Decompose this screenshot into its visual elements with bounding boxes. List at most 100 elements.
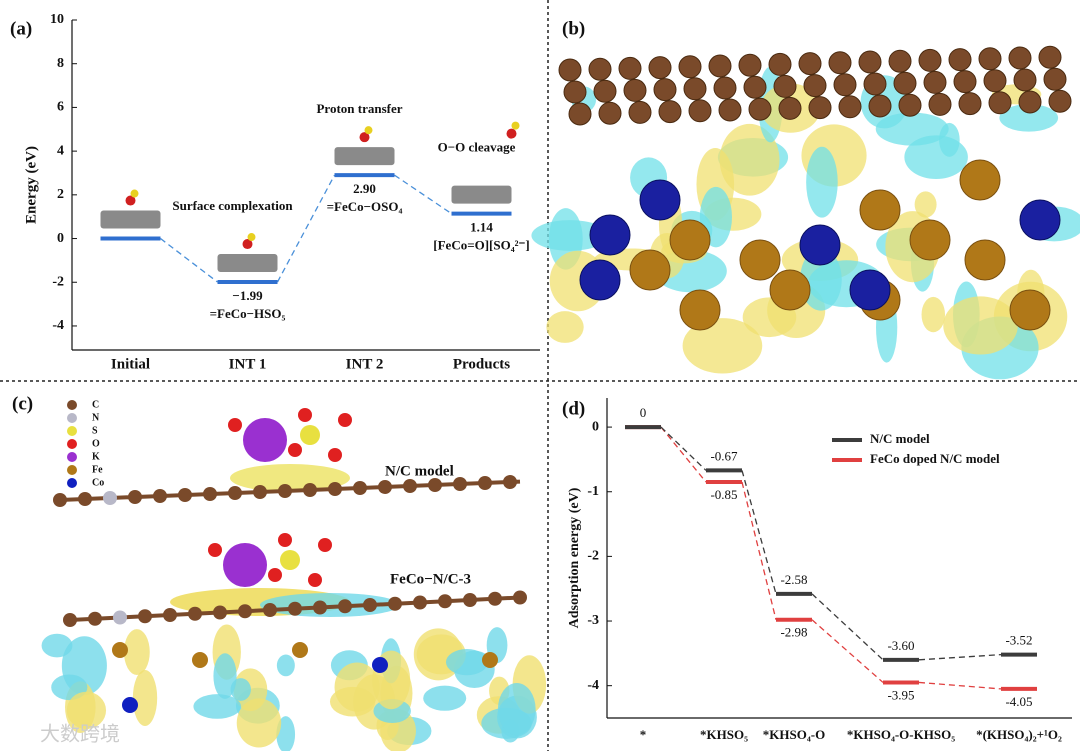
y-tick-label: 8	[57, 56, 64, 71]
carbon-atom	[263, 603, 277, 617]
element-label: K	[92, 451, 100, 462]
co-atom	[799, 224, 841, 266]
carbon-atom	[513, 590, 527, 605]
carbon-atom	[773, 74, 797, 98]
connector	[660, 426, 707, 483]
connector	[394, 174, 452, 215]
y-tick-label: 4	[57, 143, 64, 158]
carbon-atom	[153, 489, 167, 503]
y-tick-label: -4	[587, 678, 599, 693]
carbon-atom	[88, 611, 102, 626]
element-key	[67, 439, 77, 449]
legend-label: N/C model	[870, 431, 930, 446]
carbon-atom	[888, 49, 912, 73]
carbon-atom	[213, 605, 227, 620]
co-atom	[1019, 199, 1061, 241]
carbon-atom	[78, 492, 92, 506]
o-atom	[278, 533, 292, 547]
charge-blob	[213, 653, 237, 699]
carbon-atom	[1008, 46, 1032, 70]
state-label: [FeCo=O][SO₄²⁻]	[433, 238, 529, 253]
value-label: -3.95	[887, 687, 914, 702]
connector	[741, 470, 777, 595]
carbon-atom	[63, 613, 77, 627]
charge-blob	[999, 104, 1059, 132]
carbon-atom	[828, 51, 852, 75]
watermark: 大数跨境	[40, 722, 120, 746]
value-label: -3.60	[887, 638, 914, 653]
adsorbate	[125, 195, 136, 206]
carbon-atom	[178, 488, 192, 502]
co-atom	[589, 214, 631, 256]
adsorbate	[511, 121, 520, 130]
value-label: −1.99	[232, 288, 263, 303]
carbon-atom	[128, 490, 142, 504]
value-label: -3.52	[1005, 633, 1032, 648]
element-key	[67, 413, 77, 423]
element-label: S	[92, 425, 98, 436]
carbon-atom	[743, 75, 767, 99]
carbon-atom	[188, 606, 202, 621]
carbon-atom	[138, 609, 152, 624]
element-key	[67, 400, 77, 410]
y-tick-label: 2	[57, 187, 64, 202]
legend-label: FeCo doped N/C model	[870, 451, 1000, 466]
carbon-atom	[113, 610, 127, 625]
connector	[811, 619, 884, 683]
carbon-atom	[893, 71, 917, 95]
carbon-atom	[653, 78, 677, 102]
carbon-atom	[488, 591, 502, 606]
y-axis-title: Adsorption energy (eV)	[567, 487, 582, 628]
carbon-atom	[623, 78, 647, 102]
carbon-atom	[683, 77, 707, 101]
carbon-atom	[288, 601, 302, 616]
element-key	[67, 452, 77, 462]
annotation: Surface complexation	[172, 198, 293, 213]
value-label: -2.98	[780, 625, 807, 640]
o-atom	[228, 418, 242, 432]
charge-blob	[132, 670, 158, 726]
charge-blob	[943, 296, 1018, 355]
y-tick-label: 6	[57, 100, 64, 115]
connector	[741, 481, 777, 620]
carbon-atom	[778, 96, 802, 120]
annotation: Proton transfer	[316, 101, 402, 116]
carbon-atom	[708, 54, 732, 78]
fe-atom	[769, 269, 811, 311]
x-tick-label: *(KHSO₄)₂+¹O₂	[976, 727, 1062, 742]
model-label: N/C model	[385, 463, 454, 479]
charge-blob	[66, 691, 107, 730]
carbon-atom	[748, 97, 772, 121]
element-label: C	[92, 399, 99, 410]
carbon-atom	[588, 57, 612, 81]
k-atom	[223, 543, 267, 587]
adsorbate	[364, 126, 373, 135]
carbon-atom	[438, 594, 452, 609]
charge-blob	[445, 649, 488, 676]
annotation: O−O cleavage	[438, 140, 516, 155]
y-tick-label: -2	[587, 549, 599, 564]
carbon-atom	[103, 491, 117, 505]
carbon-atom	[593, 79, 617, 103]
s-atom	[280, 550, 300, 570]
element-label: O	[92, 438, 100, 449]
element-key	[67, 478, 77, 488]
carbon-atom	[228, 486, 242, 500]
metal-atom	[482, 652, 498, 668]
carbon-atom	[918, 48, 942, 72]
value-label: 0	[640, 405, 647, 420]
panel-d-chart: -4 -3 -2 -1 0 Adsorption energy (eV) * *KHSO₅ *K…	[567, 398, 1072, 742]
value-label: -2.58	[780, 572, 807, 587]
o-atom	[268, 568, 282, 582]
carbon-atom	[1038, 45, 1062, 69]
o-atom	[338, 413, 352, 427]
carbon-atom	[953, 70, 977, 94]
k-atom	[243, 418, 287, 462]
carbon-atom	[858, 50, 882, 74]
x-tick-label: INT 2	[346, 356, 384, 372]
charge-blob	[719, 123, 780, 196]
x-tick-label: Initial	[111, 356, 150, 372]
carbon-atom	[948, 48, 972, 72]
carbon-atom	[313, 600, 327, 615]
carbon-atom	[403, 479, 417, 493]
